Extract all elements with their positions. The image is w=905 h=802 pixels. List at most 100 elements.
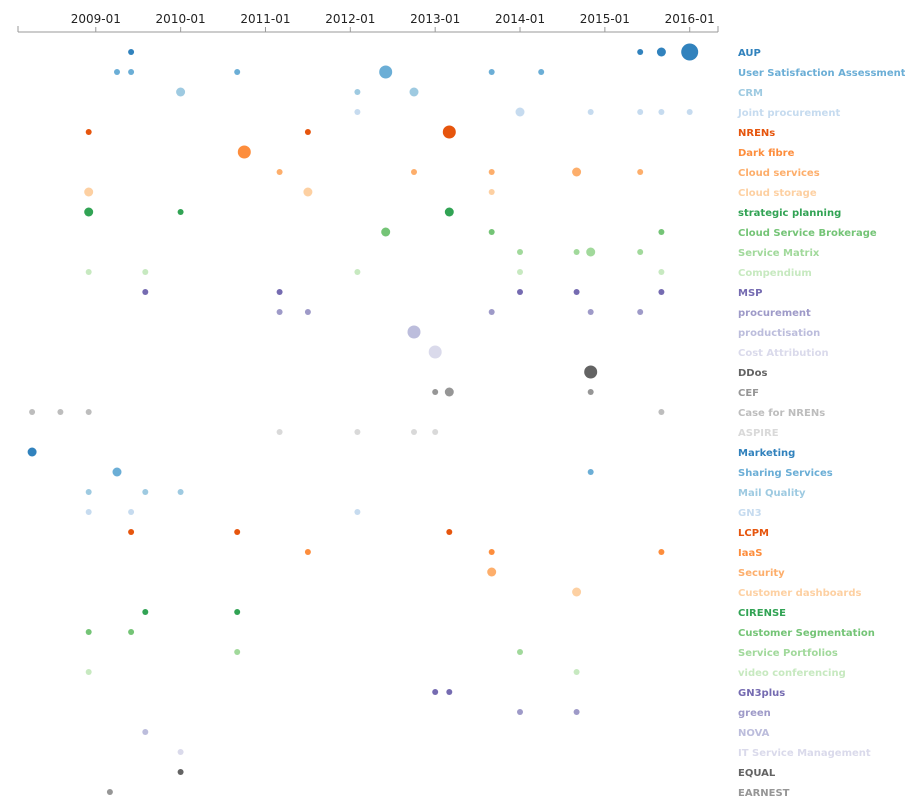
data-point[interactable] — [517, 709, 523, 715]
data-point[interactable] — [114, 69, 120, 75]
data-point[interactable] — [587, 469, 594, 475]
data-point[interactable] — [637, 249, 644, 255]
data-point[interactable] — [409, 87, 419, 97]
data-point[interactable] — [442, 125, 456, 139]
data-point[interactable] — [432, 429, 439, 435]
data-point[interactable] — [637, 49, 644, 55]
data-point[interactable] — [304, 309, 311, 315]
data-point[interactable] — [573, 709, 580, 715]
data-point[interactable] — [538, 69, 545, 75]
data-point[interactable] — [177, 489, 184, 495]
data-point[interactable] — [354, 89, 361, 95]
data-point[interactable] — [411, 429, 417, 435]
data-point[interactable] — [487, 567, 497, 577]
data-point[interactable] — [681, 43, 699, 61]
data-point[interactable] — [85, 129, 92, 135]
data-point[interactable] — [237, 145, 251, 159]
data-point[interactable] — [85, 629, 92, 635]
data-point[interactable] — [658, 269, 665, 275]
data-point[interactable] — [142, 289, 149, 295]
data-point[interactable] — [177, 749, 184, 755]
data-point[interactable] — [686, 109, 693, 115]
data-point[interactable] — [658, 549, 665, 555]
data-point[interactable] — [85, 269, 92, 275]
data-point[interactable] — [142, 609, 149, 615]
data-point[interactable] — [637, 309, 644, 315]
data-point[interactable] — [488, 309, 495, 315]
data-point[interactable] — [354, 269, 361, 275]
data-point[interactable] — [84, 187, 94, 197]
data-point[interactable] — [658, 109, 665, 115]
data-point[interactable] — [411, 169, 417, 175]
data-point[interactable] — [354, 109, 361, 115]
data-point[interactable] — [572, 167, 582, 177]
data-point[interactable] — [234, 529, 241, 535]
data-point[interactable] — [128, 529, 135, 535]
data-point[interactable] — [57, 409, 64, 415]
data-point[interactable] — [128, 49, 135, 55]
data-point[interactable] — [444, 387, 454, 397]
data-point[interactable] — [142, 269, 149, 275]
data-point[interactable] — [572, 587, 582, 597]
data-point[interactable] — [276, 289, 283, 295]
data-point[interactable] — [658, 229, 665, 235]
data-point[interactable] — [112, 467, 122, 477]
data-point[interactable] — [106, 789, 113, 795]
data-point[interactable] — [573, 669, 580, 675]
data-point[interactable] — [432, 389, 439, 395]
data-point[interactable] — [488, 229, 495, 235]
data-point[interactable] — [177, 769, 184, 775]
data-point[interactable] — [304, 549, 311, 555]
data-point[interactable] — [517, 649, 523, 655]
data-point[interactable] — [234, 649, 241, 655]
data-point[interactable] — [586, 247, 596, 257]
data-point[interactable] — [354, 429, 361, 435]
data-point[interactable] — [84, 207, 94, 217]
data-point[interactable] — [488, 549, 495, 555]
data-point[interactable] — [407, 325, 421, 339]
data-point[interactable] — [379, 65, 393, 79]
data-point[interactable] — [85, 489, 92, 495]
data-point[interactable] — [515, 107, 525, 117]
data-point[interactable] — [85, 509, 92, 515]
data-point[interactable] — [432, 689, 439, 695]
data-point[interactable] — [573, 249, 580, 255]
data-point[interactable] — [488, 169, 495, 175]
data-point[interactable] — [176, 87, 186, 97]
data-point[interactable] — [517, 289, 523, 295]
data-point[interactable] — [276, 309, 283, 315]
data-point[interactable] — [128, 509, 135, 515]
data-point[interactable] — [27, 447, 37, 457]
data-point[interactable] — [517, 249, 523, 255]
data-point[interactable] — [446, 689, 453, 695]
data-point[interactable] — [428, 345, 442, 359]
data-point[interactable] — [85, 409, 92, 415]
data-point[interactable] — [276, 429, 283, 435]
data-point[interactable] — [85, 669, 92, 675]
data-point[interactable] — [637, 169, 644, 175]
data-point[interactable] — [29, 409, 36, 415]
data-point[interactable] — [488, 189, 495, 195]
data-point[interactable] — [488, 69, 495, 75]
data-point[interactable] — [587, 389, 594, 395]
data-point[interactable] — [584, 365, 598, 379]
data-point[interactable] — [177, 209, 184, 215]
data-point[interactable] — [142, 489, 149, 495]
data-point[interactable] — [517, 269, 523, 275]
data-point[interactable] — [128, 629, 135, 635]
data-point[interactable] — [304, 129, 311, 135]
data-point[interactable] — [637, 109, 644, 115]
data-point[interactable] — [658, 289, 665, 295]
data-point[interactable] — [234, 69, 241, 75]
data-point[interactable] — [444, 207, 454, 217]
data-point[interactable] — [303, 187, 313, 197]
data-point[interactable] — [658, 409, 665, 415]
data-point[interactable] — [573, 289, 580, 295]
data-point[interactable] — [381, 227, 391, 237]
data-point[interactable] — [128, 69, 135, 75]
data-point[interactable] — [276, 169, 283, 175]
data-point[interactable] — [354, 509, 361, 515]
data-point[interactable] — [587, 309, 594, 315]
data-point[interactable] — [656, 47, 666, 57]
data-point[interactable] — [446, 529, 453, 535]
